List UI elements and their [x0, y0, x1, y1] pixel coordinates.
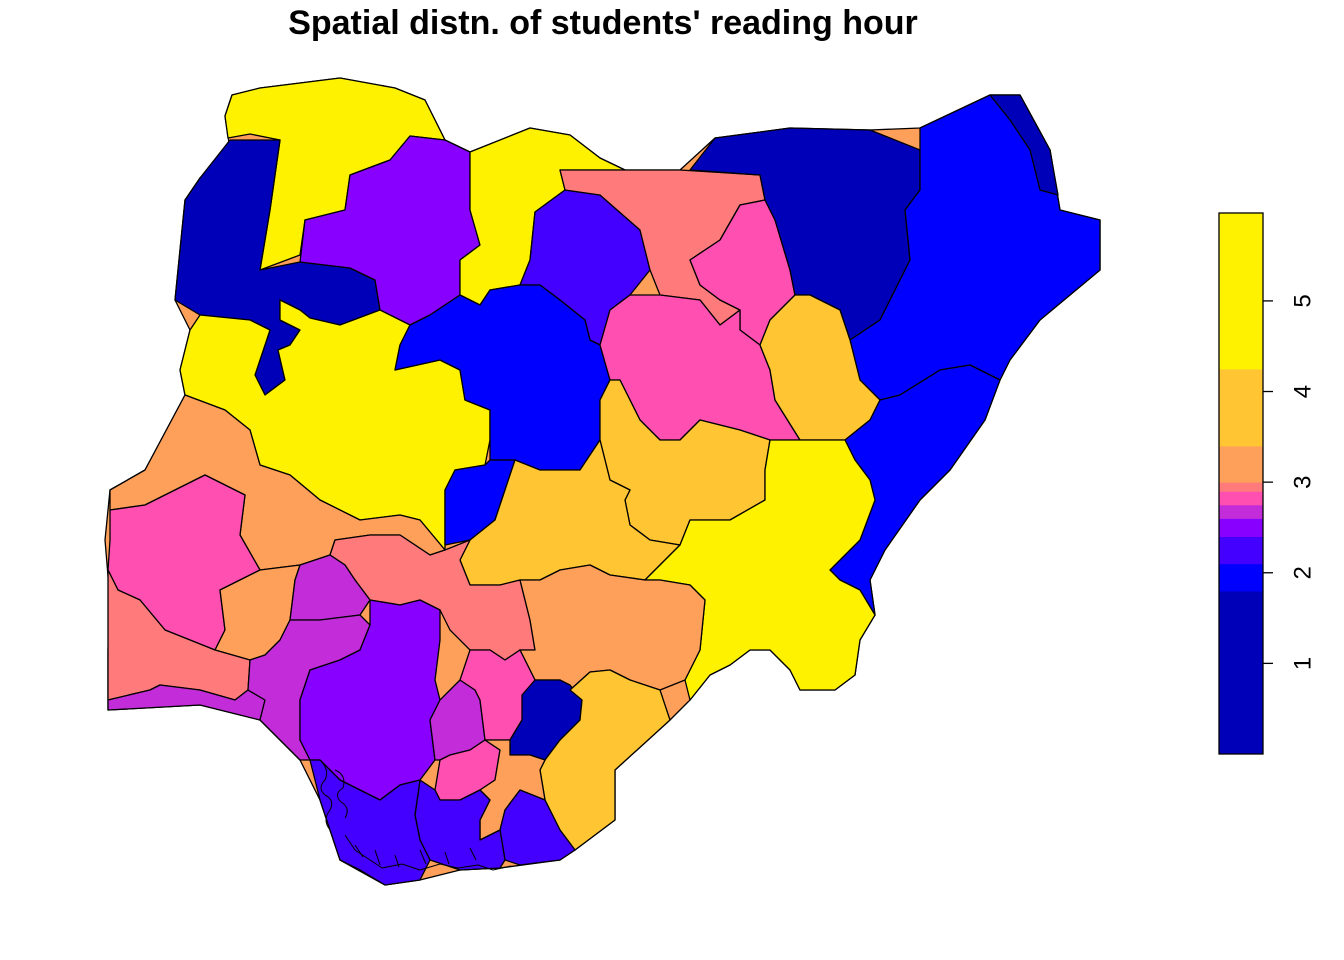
- legend-bin: [1219, 590, 1263, 755]
- legend-bin: [1219, 445, 1263, 483]
- legend: 1 2 3 4 5: [1218, 212, 1317, 755]
- region-borno-east: [989, 94, 1059, 196]
- legend-tick-label: 5: [1290, 294, 1317, 307]
- legend-bin: [1219, 368, 1263, 447]
- region-gombe: [759, 294, 881, 441]
- legend-bin: [1219, 504, 1263, 519]
- legend-tick-label: 2: [1290, 566, 1317, 579]
- legend-bin: [1219, 213, 1263, 370]
- map-title: Spatial distn. of students' reading hour: [288, 4, 918, 42]
- legend-bin: [1219, 536, 1263, 565]
- region-akwa-ibom: [499, 789, 576, 866]
- legend-tick-label: 1: [1290, 657, 1317, 670]
- region-taraba: [644, 439, 876, 701]
- legend-tick-label: 4: [1290, 385, 1317, 398]
- legend-tick-label: 3: [1290, 475, 1317, 488]
- legend-bin: [1219, 491, 1263, 506]
- coastal-creeks: [319, 759, 512, 871]
- region-delta: [309, 759, 431, 886]
- legend-bin: [1219, 563, 1263, 592]
- legend-bin: [1219, 482, 1263, 492]
- legend-bin: [1219, 518, 1263, 538]
- legend-frame: [1218, 212, 1264, 755]
